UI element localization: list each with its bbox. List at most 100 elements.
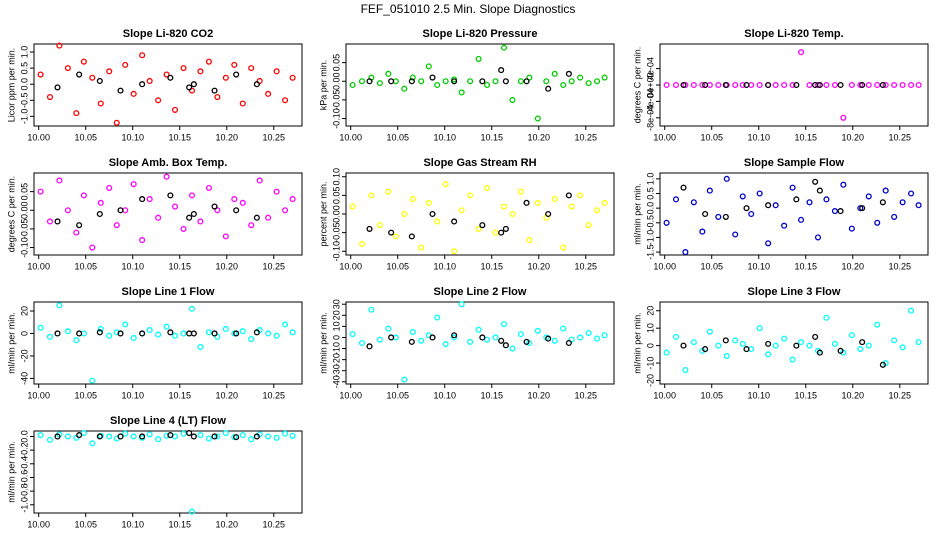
y-tick-label: 0.0 [19, 430, 29, 443]
data-point [180, 65, 187, 72]
data-point [702, 346, 709, 353]
data-point [743, 205, 750, 212]
x-tick-label: 10.05 [386, 390, 409, 400]
x-tick-label: 10.15 [168, 261, 191, 271]
data-point [205, 435, 212, 442]
data-point [155, 97, 162, 104]
data-point [233, 434, 240, 441]
data-point [408, 338, 415, 345]
x-tick-label: 10.05 [386, 261, 409, 271]
data-point [458, 301, 465, 308]
data-point [672, 81, 680, 89]
page-title: FEF_051010 2.5 Min. Slope Diagnostics [361, 2, 576, 16]
data-point [467, 192, 474, 199]
data-point [765, 202, 772, 209]
data-point [282, 321, 289, 328]
data-point [545, 85, 552, 92]
data-point [798, 49, 805, 56]
data-point [190, 81, 197, 88]
data-point [211, 203, 218, 210]
data-point [577, 334, 584, 341]
data-point [565, 192, 572, 199]
data-point [434, 218, 441, 225]
data-point [188, 508, 196, 515]
data-point [765, 81, 772, 89]
data-point [680, 184, 687, 191]
data-point [89, 377, 96, 384]
data-point [565, 70, 572, 77]
data-point [188, 305, 196, 312]
y-axis-label: degrees C per min. [6, 176, 16, 253]
data-point [401, 210, 408, 218]
data-point [891, 213, 898, 220]
data-point [823, 81, 830, 89]
y-axis-label: ml/min per min. [632, 312, 642, 374]
x-tick-label: 10.25 [575, 132, 598, 142]
x-tick-label: 10.15 [480, 132, 503, 142]
data-point [139, 330, 146, 337]
data-point [233, 71, 240, 78]
data-point [214, 433, 221, 440]
y-axis-label: percent per min. [318, 181, 328, 246]
data-point [568, 203, 575, 210]
data-point [388, 78, 395, 85]
data-point [702, 210, 709, 218]
y-axis-label: degrees C per min. [632, 47, 642, 124]
x-tick-label: 10.10 [747, 132, 770, 142]
data-point [702, 81, 709, 89]
data-point [146, 431, 153, 438]
data-point [155, 214, 162, 221]
data-point [205, 58, 212, 65]
y-axis-label: ml/min per min. [6, 441, 16, 503]
data-point [585, 222, 592, 229]
data-point [823, 196, 830, 203]
x-tick-label: 10.05 [74, 261, 97, 271]
data-point [451, 218, 458, 225]
x-tick-label: 10.20 [216, 390, 239, 400]
data-point [96, 329, 103, 336]
data-point [594, 207, 601, 214]
plot-frame [33, 430, 303, 514]
y-tick-label: -10 [331, 342, 341, 355]
data-point [502, 342, 509, 349]
data-point [756, 325, 763, 332]
data-point [239, 432, 246, 439]
data-point [475, 326, 482, 333]
data-point [130, 334, 137, 341]
data-point [76, 330, 83, 337]
x-tick-label: 10.20 [528, 261, 551, 271]
data-point [358, 78, 366, 85]
data-point [663, 81, 670, 89]
data-point [401, 376, 408, 383]
data-point [163, 173, 170, 180]
data-point [211, 330, 218, 337]
y-tick-label: 0 [331, 335, 341, 340]
data-point [366, 343, 373, 350]
data-point [577, 74, 584, 81]
data-point [690, 199, 697, 206]
data-point [167, 74, 174, 81]
x-tick-label: 10.25 [889, 132, 912, 142]
data-point [467, 338, 474, 345]
data-point [479, 78, 486, 85]
data-point [492, 229, 499, 236]
data-point [699, 81, 706, 89]
data-point [756, 81, 763, 89]
data-point [96, 210, 103, 218]
data-point [526, 339, 533, 347]
data-point [54, 330, 61, 337]
x-tick-label: 10.20 [842, 132, 865, 142]
data-point [526, 74, 533, 81]
data-point [715, 213, 722, 220]
data-point [865, 193, 872, 200]
data-point [64, 65, 71, 72]
data-point [663, 219, 670, 226]
data-point [197, 432, 204, 439]
data-point [442, 341, 449, 348]
data-point [190, 433, 197, 440]
data-point [706, 187, 713, 194]
data-point [798, 216, 805, 223]
data-point [139, 81, 146, 88]
data-point [523, 338, 530, 345]
data-point [601, 332, 608, 339]
